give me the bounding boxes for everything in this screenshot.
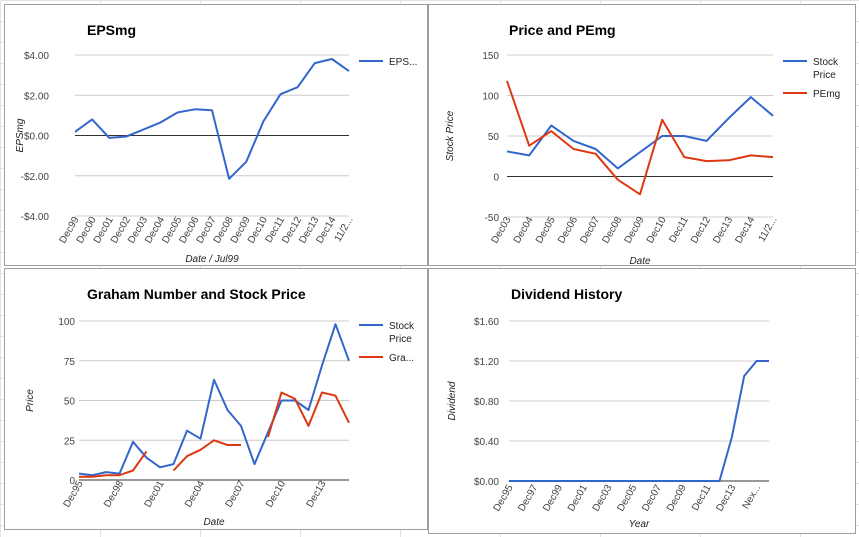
- chart-title: Dividend History: [511, 286, 622, 302]
- y-tick-label: -$4.00: [21, 212, 50, 223]
- y-axis-label: Price: [25, 389, 36, 412]
- y-tick-label: $0.80: [474, 397, 499, 408]
- x-tick-label: Dec07: [224, 479, 248, 510]
- legend-label-line: Stock: [813, 57, 839, 68]
- x-tick-label: Dec08: [600, 215, 624, 246]
- x-tick-label: Dec01: [566, 483, 590, 514]
- chart-panel-price-pemg[interactable]: Price and PEmg 150 100 50 0 -50 Stock Price Dec…: [428, 4, 856, 266]
- x-axis-label: Date / Jul99: [185, 254, 239, 265]
- y-tick-label: $2.00: [24, 91, 49, 102]
- x-tick-label: Dec09: [665, 483, 689, 514]
- x-tick-label: Dec95: [62, 479, 86, 510]
- y-tick-label: -$2.00: [21, 172, 50, 183]
- chart-title: EPSmg: [87, 22, 136, 38]
- chart-panel-epsmg[interactable]: EPSmg $4.00 $2.00 $0.00 -$2.00 -$4.00 EPSmg Dec…: [4, 4, 428, 266]
- y-tick-label: $0.40: [474, 437, 499, 448]
- y-tick-label: $1.60: [474, 317, 499, 328]
- y-tick-label: $0.00: [474, 477, 499, 488]
- x-tick-label: Dec13: [305, 479, 329, 510]
- x-tick-label: Nex...: [741, 483, 764, 511]
- x-tick-label: Dec07: [640, 483, 664, 514]
- y-tick-label: 50: [488, 132, 500, 143]
- x-tick-label: Dec10: [645, 215, 669, 246]
- legend-label-line: Price: [813, 70, 836, 81]
- series-line-0: [509, 360, 769, 482]
- chart-title: Price and PEmg: [509, 22, 616, 38]
- x-tick-label: Dec13: [711, 215, 735, 246]
- legend-label-line: Stock: [389, 321, 415, 332]
- x-tick-label: Dec05: [615, 483, 639, 514]
- y-tick-label: 0: [493, 173, 499, 184]
- y-tick-label: -50: [485, 213, 500, 224]
- chart-dividend-svg: Dividend History $1.60 $1.20 $0.80 $0.40 $0.0…: [447, 286, 769, 530]
- x-tick-label: Dec06: [556, 215, 580, 246]
- x-axis-label: Date: [629, 256, 651, 265]
- legend-label: Stock Price: [389, 321, 415, 345]
- y-tick-label: 75: [64, 357, 76, 368]
- x-tick-label: Dec14: [733, 215, 757, 246]
- y-tick-label: 150: [482, 51, 499, 62]
- chart-panel-dividend[interactable]: Dividend History $1.60 $1.20 $0.80 $0.40 $0.0…: [428, 268, 856, 534]
- series-line-1: [267, 391, 350, 438]
- x-tick-label: Dec04: [512, 215, 536, 246]
- y-tick-label: $4.00: [24, 51, 49, 62]
- x-tick-label: Dec05: [534, 215, 558, 246]
- chart-price-pemg-svg: Price and PEmg 150 100 50 0 -50 Stock Price Dec…: [445, 22, 840, 265]
- legend-label: Gra...: [389, 353, 414, 364]
- y-tick-label: 100: [58, 317, 75, 328]
- legend-label-line: Price: [389, 334, 412, 345]
- x-axis-label: Date: [203, 517, 225, 528]
- x-tick-label: Dec11: [690, 483, 714, 513]
- x-tick-label: Dec10: [264, 479, 288, 510]
- y-tick-label: 25: [64, 436, 76, 447]
- y-axis-label: EPSmg: [15, 118, 26, 152]
- x-tick-label: Dec04: [183, 479, 207, 510]
- legend-label: Stock Price: [813, 57, 839, 81]
- series-line-0: [74, 58, 350, 180]
- x-tick-label: Dec99: [541, 483, 565, 514]
- series-line-0: [506, 96, 774, 170]
- x-tick-label: Dec97: [516, 483, 540, 514]
- y-tick-label: $1.20: [474, 357, 499, 368]
- y-axis-label: Stock Price: [445, 110, 456, 161]
- y-tick-label: 50: [64, 397, 76, 408]
- legend-label: PEmg: [813, 89, 840, 100]
- x-tick-label: Dec01: [143, 479, 167, 510]
- y-tick-label: 0: [69, 476, 75, 487]
- x-tick-label: 11/2...: [757, 215, 780, 244]
- chart-panel-graham[interactable]: Graham Number and Stock Price 100 75 50 25 0 P…: [4, 268, 428, 530]
- chart-graham-svg: Graham Number and Stock Price 100 75 50 25 0 P…: [25, 286, 415, 528]
- series-line-1: [506, 80, 774, 196]
- y-axis-label: Dividend: [447, 381, 458, 420]
- x-tick-label: Dec12: [689, 215, 713, 246]
- series-line-0: [78, 323, 350, 477]
- x-tick-label: Dec11: [667, 215, 691, 245]
- x-tick-label: Dec09: [623, 215, 647, 246]
- x-tick-label: Dec98: [102, 479, 126, 510]
- y-tick-label: $0.00: [24, 132, 49, 143]
- x-tick-label: Dec03: [591, 483, 615, 514]
- legend-label: EPS...: [389, 57, 417, 68]
- chart-epsmg-svg: EPSmg$4.00$2.00$0.00-$2.00-$4.00EPSmgDec…: [15, 22, 417, 265]
- x-tick-label: Dec07: [578, 215, 602, 246]
- series-line-1: [79, 450, 148, 478]
- y-tick-label: 100: [482, 92, 499, 103]
- series-line-1: [172, 439, 241, 472]
- chart-title: Graham Number and Stock Price: [87, 286, 306, 302]
- x-axis-label: Year: [629, 519, 650, 530]
- x-tick-label: Dec13: [714, 483, 738, 514]
